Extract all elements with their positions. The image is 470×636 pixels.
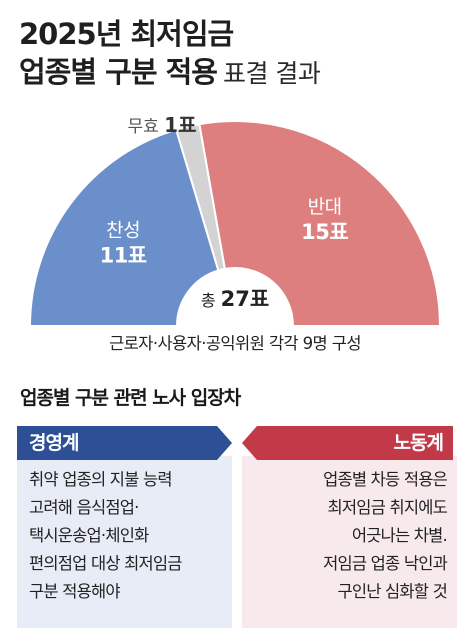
slice-0 <box>28 128 220 327</box>
slice-value-2: 15표 <box>301 220 348 244</box>
labor-header: 노동계 <box>242 426 453 460</box>
employers-header: 경영계 <box>17 426 232 460</box>
title-line2: 업종별 구분 적용 표결 결과 <box>19 52 321 94</box>
slice-label-1: 무효 1표 <box>127 113 196 137</box>
title-block: 2025년 최저임금 업종별 구분 적용 표결 결과 <box>19 16 321 94</box>
slice-2 <box>198 120 442 327</box>
labor-box: 업종별 차등 적용은 최저임금 취지에도 어긋나는 차별. 저임금 업종 낙인과… <box>242 456 457 628</box>
labor-text: 업종별 차등 적용은 최저임금 취지에도 어긋나는 차별. 저임금 업종 낙인과… <box>323 470 448 601</box>
employers-box: 취약 업종의 지불 능력 고려해 음식점업· 택시운송업·체인화 편의점업 대상… <box>17 456 232 628</box>
employers-text: 취약 업종의 지불 능력 고려해 음식점업· 택시운송업·체인화 편의점업 대상… <box>29 470 183 601</box>
slice-value-0: 11표 <box>100 244 147 268</box>
total-label: 총 27표 <box>201 287 269 311</box>
title-light: 표결 결과 <box>222 59 321 88</box>
slice-label-2: 반대 <box>308 196 342 218</box>
title-strong: 업종별 구분 적용 <box>19 55 218 89</box>
title-line1: 2025년 최저임금 <box>19 17 234 51</box>
slice-label-0: 찬성 <box>106 220 140 242</box>
chart-caption: 근로자·사용자·공익위원 각각 9명 구성 <box>109 334 361 353</box>
positions-title: 업종별 구분 관련 노사 입장차 <box>20 387 241 409</box>
